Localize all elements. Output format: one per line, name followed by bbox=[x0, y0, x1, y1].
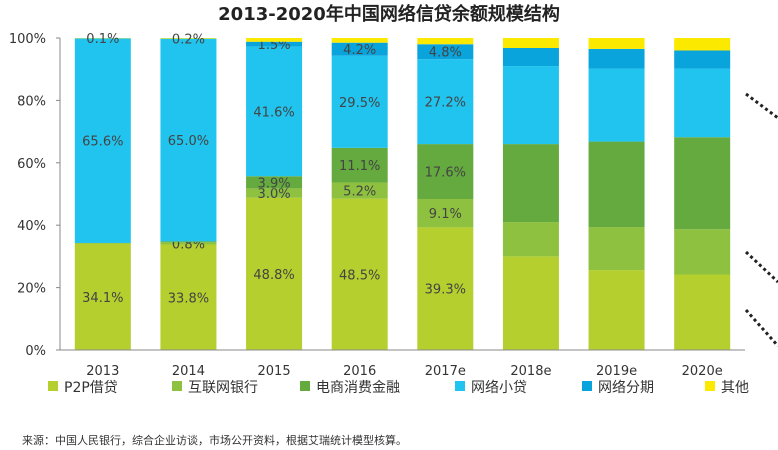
bar-segment-2017e-4 bbox=[417, 44, 474, 60]
legend-swatch bbox=[582, 381, 592, 391]
legend-label: 其他 bbox=[721, 380, 749, 396]
data-label: 48.5% bbox=[339, 268, 380, 283]
data-label: 27.2% bbox=[425, 96, 466, 111]
x-tick-label: 2016 bbox=[343, 364, 376, 379]
bar-segment-2016-5 bbox=[331, 38, 388, 43]
y-tick-label: 0% bbox=[25, 344, 46, 359]
x-tick-label: 2019e bbox=[596, 364, 637, 379]
bar-segment-2019e-0 bbox=[588, 270, 645, 350]
bar-segment-2018e-0 bbox=[502, 256, 559, 350]
bar-segment-2013-1 bbox=[74, 242, 131, 244]
legend-label: 网络小贷 bbox=[471, 380, 527, 396]
x-tick-label: 2017e bbox=[425, 364, 466, 379]
bar-segment-2015-2 bbox=[246, 176, 303, 189]
axes-group: 2013 2014 2015 2016 2017e 2018e 2019e 2020e 0% 20… bbox=[9, 32, 745, 379]
bar-segment-2014-1 bbox=[160, 242, 217, 245]
bar-segment-2018e-4 bbox=[502, 47, 559, 67]
source-note: 来源：中国人民银行，综合企业访谈，市场公开资料，根据艾瑞统计模型核算。 bbox=[22, 434, 407, 447]
legend-label: 电商消费金融 bbox=[316, 380, 400, 396]
bar-segment-2014-5 bbox=[160, 38, 217, 39]
bar-segment-2020e-2 bbox=[674, 137, 731, 230]
bar-segment-2019e-5 bbox=[588, 38, 645, 49]
data-label: 3.0% bbox=[258, 187, 291, 202]
data-label: 65.0% bbox=[168, 134, 209, 149]
bars-group: 34.1%65.6%0.1%33.8%0.8%65.0%0.2%48.8%3.0… bbox=[74, 32, 731, 350]
x-tick-label: 2014 bbox=[172, 364, 205, 379]
legend-label: P2P借贷 bbox=[64, 380, 118, 396]
bar-segment-2018e-3 bbox=[502, 66, 559, 145]
bar-segment-2016-3 bbox=[331, 55, 388, 148]
legend-swatch bbox=[455, 381, 465, 391]
bar-segment-2020e-3 bbox=[674, 68, 731, 138]
legend: P2P借贷 互联网银行 电商消费金融 网络小贷 网络分期 其他 bbox=[48, 380, 749, 396]
bar-segment-2019e-3 bbox=[588, 68, 645, 142]
data-label: 0.1% bbox=[86, 32, 119, 47]
bar-segment-2020e-0 bbox=[674, 274, 731, 350]
bar-segment-2016-0 bbox=[331, 198, 388, 350]
x-tick-label: 2015 bbox=[258, 364, 291, 379]
data-label: 5.2% bbox=[343, 185, 376, 200]
bar-segment-2013-0 bbox=[74, 243, 131, 350]
bar-segment-2014-3 bbox=[160, 38, 217, 242]
bar-segment-2017e-5 bbox=[417, 38, 474, 45]
bar-segment-2015-1 bbox=[246, 188, 303, 198]
bar-segment-2020e-4 bbox=[674, 50, 731, 69]
y-tick-label: 60% bbox=[17, 157, 46, 172]
data-label: 11.1% bbox=[339, 159, 380, 174]
bar-segment-2018e-2 bbox=[502, 144, 559, 223]
bar-segment-2017e-1 bbox=[417, 198, 474, 228]
data-label: 41.6% bbox=[253, 105, 294, 120]
legend-swatch bbox=[172, 381, 182, 391]
bar-segment-2016-4 bbox=[331, 42, 388, 56]
data-label: 65.6% bbox=[82, 135, 123, 150]
x-tick-label: 2018e bbox=[510, 364, 551, 379]
x-tick-label: 2013 bbox=[86, 364, 119, 379]
bar-segment-2018e-1 bbox=[502, 222, 559, 257]
dotted-decoration bbox=[744, 92, 778, 347]
data-label: 4.8% bbox=[429, 46, 462, 61]
data-label: 4.2% bbox=[343, 43, 376, 58]
data-label: 9.1% bbox=[429, 207, 462, 222]
data-label: 1.5% bbox=[258, 38, 291, 53]
legend-label: 互联网银行 bbox=[188, 380, 258, 396]
legend-swatch bbox=[300, 381, 310, 391]
bar-segment-2014-0 bbox=[160, 244, 217, 350]
data-label: 29.5% bbox=[339, 96, 380, 111]
y-tick-label: 100% bbox=[9, 32, 46, 47]
bar-segment-2016-2 bbox=[331, 147, 388, 183]
data-label: 34.1% bbox=[82, 291, 123, 306]
bar-segment-2019e-4 bbox=[588, 48, 645, 69]
legend-swatch bbox=[48, 381, 58, 391]
data-label: 3.9% bbox=[258, 176, 291, 191]
bar-segment-2017e-3 bbox=[417, 59, 474, 145]
bar-segment-2020e-5 bbox=[674, 38, 731, 51]
data-label: 39.3% bbox=[425, 283, 466, 298]
data-label: 48.8% bbox=[253, 268, 294, 283]
bar-segment-2017e-0 bbox=[417, 227, 474, 350]
data-label: 33.8% bbox=[168, 291, 209, 306]
data-label: 17.6% bbox=[425, 166, 466, 181]
y-tick-label: 20% bbox=[17, 282, 46, 297]
bar-segment-2013-3 bbox=[74, 38, 131, 243]
y-tick-label: 80% bbox=[17, 94, 46, 109]
y-tick-label: 40% bbox=[17, 219, 46, 234]
bar-segment-2017e-2 bbox=[417, 144, 474, 199]
legend-label: 网络分期 bbox=[598, 380, 654, 396]
bar-segment-2015-5 bbox=[246, 38, 303, 42]
chart-title: 2013-2020年中国网络信贷余额规模结构 bbox=[218, 3, 560, 25]
bar-segment-2015-0 bbox=[246, 197, 303, 350]
bar-segment-2019e-1 bbox=[588, 227, 645, 271]
bar-segment-2016-1 bbox=[331, 182, 388, 199]
bar-segment-2015-3 bbox=[246, 46, 303, 177]
bar-segment-2014-2 bbox=[160, 241, 217, 243]
bar-segment-2019e-2 bbox=[588, 141, 645, 228]
bar-segment-2018e-5 bbox=[502, 38, 559, 48]
legend-swatch bbox=[705, 381, 715, 391]
bar-segment-2015-4 bbox=[246, 41, 303, 47]
x-tick-label: 2020e bbox=[682, 364, 723, 379]
bar-segment-2020e-1 bbox=[674, 229, 731, 275]
data-label: 0.2% bbox=[172, 32, 205, 47]
